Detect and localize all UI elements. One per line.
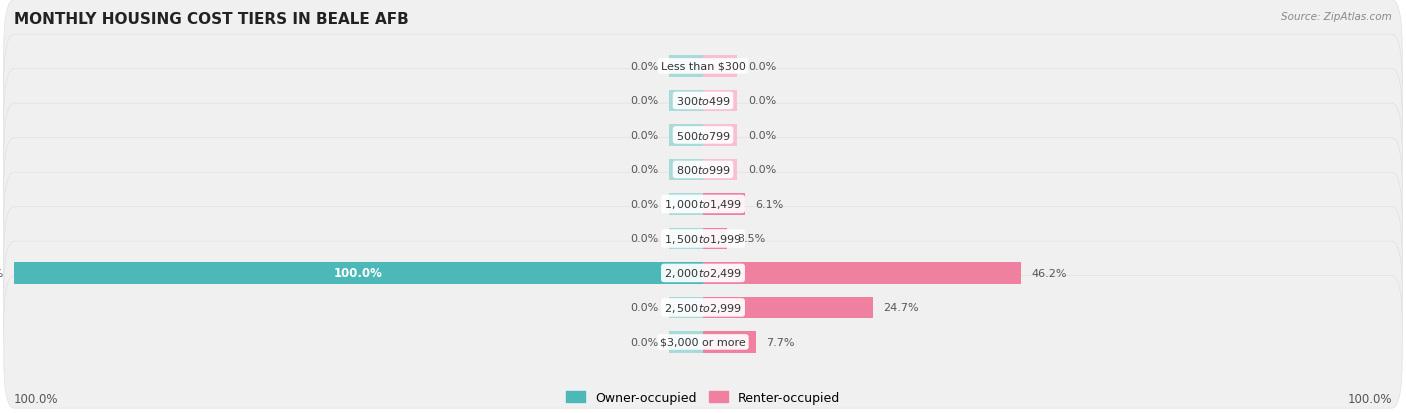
Text: 6.1%: 6.1% [755,199,783,209]
Text: 100.0%: 100.0% [14,392,59,405]
Text: 0.0%: 0.0% [748,96,776,106]
Bar [669,56,703,78]
Bar [703,228,727,249]
FancyBboxPatch shape [4,138,1402,271]
Bar [703,263,1021,284]
FancyBboxPatch shape [4,1,1402,133]
Text: 0.0%: 0.0% [630,131,658,140]
Text: Source: ZipAtlas.com: Source: ZipAtlas.com [1281,12,1392,22]
Text: 0.0%: 0.0% [630,234,658,244]
Text: $1,500 to $1,999: $1,500 to $1,999 [664,233,742,245]
Text: $1,000 to $1,499: $1,000 to $1,499 [664,198,742,211]
Text: 0.0%: 0.0% [748,62,776,72]
Bar [669,125,703,146]
Bar [703,90,738,112]
Text: $2,500 to $2,999: $2,500 to $2,999 [664,301,742,314]
FancyBboxPatch shape [4,104,1402,236]
Bar [14,263,703,284]
Bar [669,331,703,353]
Bar [669,90,703,112]
Legend: Owner-occupied, Renter-occupied: Owner-occupied, Renter-occupied [561,386,845,409]
FancyBboxPatch shape [4,242,1402,374]
Text: 0.0%: 0.0% [630,62,658,72]
FancyBboxPatch shape [4,35,1402,167]
Text: 0.0%: 0.0% [630,199,658,209]
Bar [703,56,738,78]
Bar [703,125,738,146]
Text: 100.0%: 100.0% [1347,392,1392,405]
Text: 3.5%: 3.5% [738,234,766,244]
Text: $3,000 or more: $3,000 or more [661,337,745,347]
Bar [703,194,745,215]
Text: $2,000 to $2,499: $2,000 to $2,499 [664,267,742,280]
Text: 0.0%: 0.0% [748,165,776,175]
Text: 24.7%: 24.7% [883,303,920,313]
Text: 46.2%: 46.2% [1032,268,1067,278]
Text: 0.0%: 0.0% [748,131,776,140]
Text: 0.0%: 0.0% [630,337,658,347]
Text: 0.0%: 0.0% [630,303,658,313]
Text: 100.0%: 100.0% [335,267,382,280]
FancyBboxPatch shape [4,207,1402,339]
Text: $300 to $499: $300 to $499 [675,95,731,107]
Bar [669,159,703,181]
Text: 7.7%: 7.7% [766,337,794,347]
Text: $500 to $799: $500 to $799 [675,130,731,142]
Bar [703,331,756,353]
Text: $800 to $999: $800 to $999 [675,164,731,176]
FancyBboxPatch shape [4,69,1402,202]
Bar [669,194,703,215]
Text: Less than $300: Less than $300 [661,62,745,72]
Bar [669,297,703,318]
Text: 100.0%: 100.0% [0,268,4,278]
Text: 0.0%: 0.0% [630,165,658,175]
FancyBboxPatch shape [4,173,1402,305]
Text: 0.0%: 0.0% [630,96,658,106]
Text: MONTHLY HOUSING COST TIERS IN BEALE AFB: MONTHLY HOUSING COST TIERS IN BEALE AFB [14,12,409,27]
Bar [703,159,738,181]
Bar [703,297,873,318]
FancyBboxPatch shape [4,276,1402,408]
Bar [669,228,703,249]
